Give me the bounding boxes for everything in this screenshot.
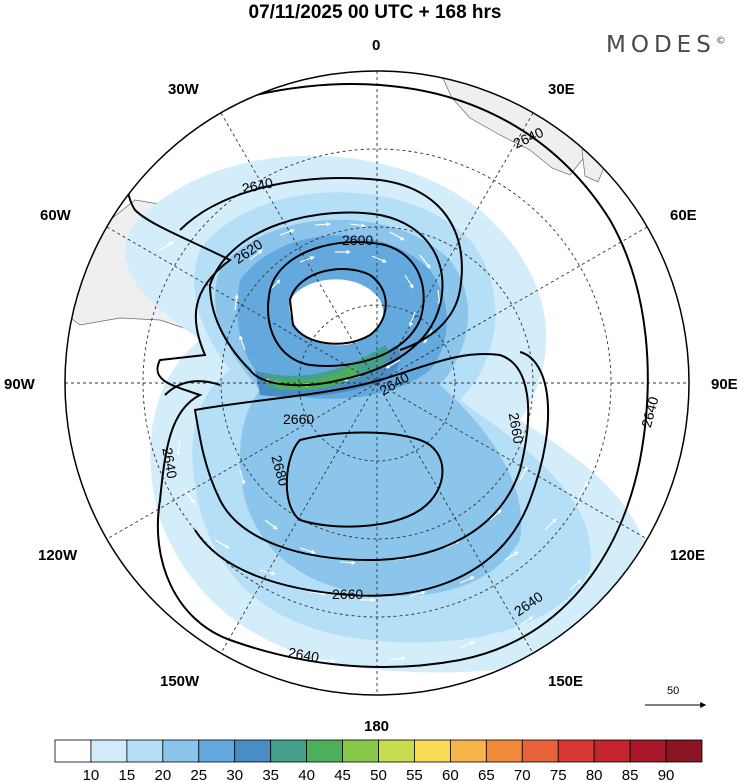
lon-label-150w: 150W [160, 673, 200, 690]
lon-label-60w: 60W [40, 207, 72, 224]
lon-label-90w: 90W [4, 376, 36, 393]
lon-label-30e: 30E [548, 81, 575, 98]
lon-label-120e: 120E [670, 547, 705, 564]
wind-45-jet-core [275, 365, 357, 391]
contour-2660-outer [164, 351, 550, 597]
contour-label: 2660 [332, 586, 363, 602]
map-frame [64, 70, 690, 696]
contour-2680 [285, 431, 444, 528]
brand-text: MODES [606, 32, 716, 58]
longitude-labels: 0 30E 60E 90E 120E 150E 180 150W 120W 90… [4, 37, 738, 735]
lon-label-90e: 90E [711, 376, 738, 393]
contour-label: 2640 [638, 395, 662, 429]
contour-2600 [267, 241, 425, 367]
lon-label-30w: 30W [168, 81, 200, 98]
contour-2620 [208, 211, 444, 387]
map-title: 07/11/2025 00 UTC + 168 hrs [248, 2, 502, 23]
lon-label-60e: 60E [670, 207, 697, 224]
lon-label-0: 0 [372, 37, 380, 54]
contour-label: 2660 [506, 411, 527, 445]
lon-label-150e: 150E [548, 673, 583, 690]
contour-2660 [193, 353, 530, 562]
lon-label-120w: 120W [38, 547, 78, 564]
brand-logo: MODES© [606, 32, 726, 58]
contour-label: 2680 [268, 453, 292, 487]
contour-label: 2640 [287, 644, 321, 665]
contour-label: 2640 [159, 446, 180, 480]
graticule [65, 71, 689, 695]
contour-2600-inner [288, 268, 387, 345]
reference-vector-label: 50 [667, 685, 679, 697]
contour-2640-outer [125, 83, 649, 669]
africa-landmass [439, 71, 601, 176]
contour-label: 2660 [283, 411, 314, 427]
geopotential-contours [125, 83, 649, 669]
contour-label: 2600 [342, 232, 373, 248]
wind-40-jet [262, 345, 389, 390]
lon-label-180: 180 [364, 718, 389, 735]
contour-label: 2640 [241, 174, 275, 196]
copyright-mark: © [715, 35, 726, 47]
contour-2640-inner [179, 177, 463, 351]
reference-vector: 50 [645, 685, 707, 708]
